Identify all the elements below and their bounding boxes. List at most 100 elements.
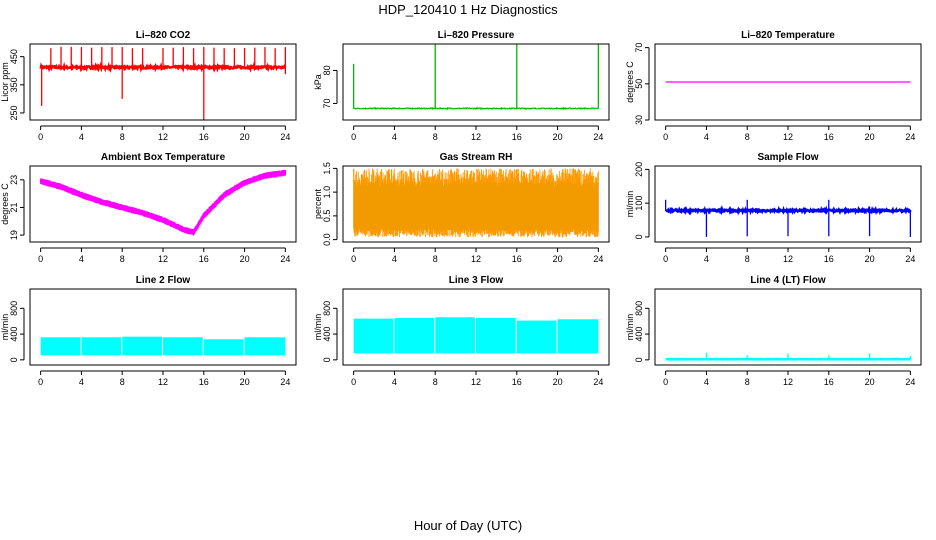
y-tick-label: 0 bbox=[634, 234, 644, 239]
x-tick-label: 8 bbox=[120, 377, 125, 387]
x-tick-label: 20 bbox=[553, 132, 563, 142]
x-tick-label: 4 bbox=[392, 254, 397, 264]
x-tick-label: 0 bbox=[38, 132, 43, 142]
x-tick-label: 8 bbox=[745, 377, 750, 387]
panel-3: Li–820 Temperature degrees C 0 4 8 12 16 20 24 30… bbox=[625, 30, 922, 142]
plot-frame bbox=[342, 43, 610, 121]
x-tick-label: 16 bbox=[824, 254, 834, 264]
y-axis-label: ml/min bbox=[313, 314, 323, 341]
x-tick-label: 0 bbox=[351, 254, 356, 264]
y-tick-label: 0.5 bbox=[322, 210, 332, 223]
panel-2: Li–820 Pressure kPa 0 4 8 12 16 20 24 70 80 bbox=[313, 30, 610, 142]
y-axis-label: ml/min bbox=[625, 314, 635, 341]
x-tick-label: 12 bbox=[471, 377, 481, 387]
y-tick-label: 0 bbox=[9, 357, 19, 362]
x-tick-label: 4 bbox=[704, 254, 709, 264]
panel-title: Sample Flow bbox=[757, 152, 818, 163]
series-2 bbox=[352, 44, 600, 111]
x-tick-label: 4 bbox=[79, 132, 84, 142]
series-8 bbox=[353, 317, 599, 354]
y-tick-label: 350 bbox=[9, 77, 19, 92]
x-tick-label: 0 bbox=[663, 254, 668, 264]
x-tick-label: 12 bbox=[783, 377, 793, 387]
flow-segment bbox=[163, 337, 203, 356]
y-tick-label: 1.0 bbox=[322, 186, 332, 199]
y-tick-label: 250 bbox=[9, 105, 19, 120]
panel-5: Gas Stream RH percent 0 4 8 12 16 20 24 0.0 0.5 1.0… bbox=[313, 152, 610, 264]
flow-segment bbox=[81, 337, 122, 356]
panel-title: Ambient Box Temperature bbox=[101, 152, 226, 163]
flow-segment bbox=[516, 320, 557, 354]
plot-frame bbox=[342, 288, 610, 366]
x-tick-label: 20 bbox=[865, 254, 875, 264]
y-axis-label: ml/min bbox=[0, 314, 10, 341]
x-tick-label: 0 bbox=[663, 132, 668, 142]
temperature-trace bbox=[40, 169, 286, 236]
y-tick-label: 80 bbox=[322, 65, 332, 75]
x-tick-label: 24 bbox=[905, 132, 915, 142]
x-tick-label: 24 bbox=[280, 377, 290, 387]
panel-title: Li–820 Pressure bbox=[438, 30, 515, 41]
series-7 bbox=[40, 336, 286, 356]
y-axis-label: degrees C bbox=[0, 183, 10, 225]
y-tick-label: 0.0 bbox=[322, 233, 332, 246]
x-tick-label: 24 bbox=[905, 377, 915, 387]
y-tick-label: 800 bbox=[9, 301, 19, 316]
panel-1: Li–820 CO2 Licor ppm 0 4 8 12 16 20 24 250 350 450 bbox=[0, 30, 297, 142]
x-tick-label: 4 bbox=[79, 377, 84, 387]
y-tick-label: 400 bbox=[9, 327, 19, 342]
flow-segment bbox=[203, 339, 244, 356]
x-tick-label: 16 bbox=[199, 132, 209, 142]
y-tick-label: 30 bbox=[634, 115, 644, 125]
x-tick-label: 4 bbox=[392, 377, 397, 387]
x-tick-label: 16 bbox=[512, 132, 522, 142]
x-tick-label: 12 bbox=[158, 377, 168, 387]
x-tick-label: 16 bbox=[824, 377, 834, 387]
y-tick-label: 100 bbox=[634, 196, 644, 211]
panel-title: Li–820 Temperature bbox=[741, 30, 835, 41]
y-tick-label: 400 bbox=[322, 327, 332, 342]
baseline-trace bbox=[353, 106, 599, 111]
x-tick-label: 8 bbox=[120, 254, 125, 264]
x-tick-label: 8 bbox=[745, 132, 750, 142]
y-tick-label: 400 bbox=[634, 327, 644, 342]
y-tick-label: 19 bbox=[9, 230, 19, 240]
x-tick-label: 20 bbox=[865, 132, 875, 142]
y-tick-label: 70 bbox=[322, 98, 332, 108]
x-tick-label: 16 bbox=[824, 132, 834, 142]
x-tick-label: 0 bbox=[663, 377, 668, 387]
panel-8: Line 3 Flow ml/min 0 4 8 12 16 20 24 0 400 800 bbox=[313, 275, 610, 387]
panel-6: Sample Flow ml/min 0 4 8 12 16 20 24 0 100 200 bbox=[625, 152, 922, 264]
panel-title: Line 3 Flow bbox=[449, 275, 504, 286]
series-9 bbox=[665, 352, 912, 362]
plot-frame bbox=[654, 288, 922, 366]
panel-title: Line 4 (LT) Flow bbox=[750, 275, 826, 286]
x-tick-label: 4 bbox=[392, 132, 397, 142]
y-tick-label: 450 bbox=[9, 49, 19, 64]
x-tick-label: 16 bbox=[512, 254, 522, 264]
flow-segment bbox=[394, 317, 435, 354]
x-tick-label: 8 bbox=[745, 254, 750, 264]
plot-frame bbox=[342, 165, 610, 243]
x-tick-label: 12 bbox=[783, 132, 793, 142]
x-tick-label: 24 bbox=[593, 132, 603, 142]
panel-9: Line 4 (LT) Flow ml/min 0 4 8 12 16 20 24 0 400 800 bbox=[625, 275, 922, 387]
y-axis-label: degrees C bbox=[625, 61, 635, 103]
flow-segment bbox=[476, 317, 516, 354]
panel-title: Gas Stream RH bbox=[440, 152, 513, 163]
series-6 bbox=[664, 199, 912, 237]
x-tick-label: 16 bbox=[199, 254, 209, 264]
y-tick-label: 23 bbox=[9, 175, 19, 185]
x-tick-label: 24 bbox=[593, 377, 603, 387]
series-4 bbox=[40, 169, 286, 236]
y-tick-label: 0 bbox=[634, 357, 644, 362]
rh-band bbox=[353, 168, 599, 238]
series-1 bbox=[39, 46, 287, 120]
flow-segment bbox=[122, 336, 162, 356]
x-tick-label: 8 bbox=[120, 132, 125, 142]
flow-segment bbox=[40, 337, 81, 356]
plot-frame bbox=[654, 165, 922, 243]
x-tick-label: 12 bbox=[471, 132, 481, 142]
x-tick-label: 4 bbox=[704, 377, 709, 387]
